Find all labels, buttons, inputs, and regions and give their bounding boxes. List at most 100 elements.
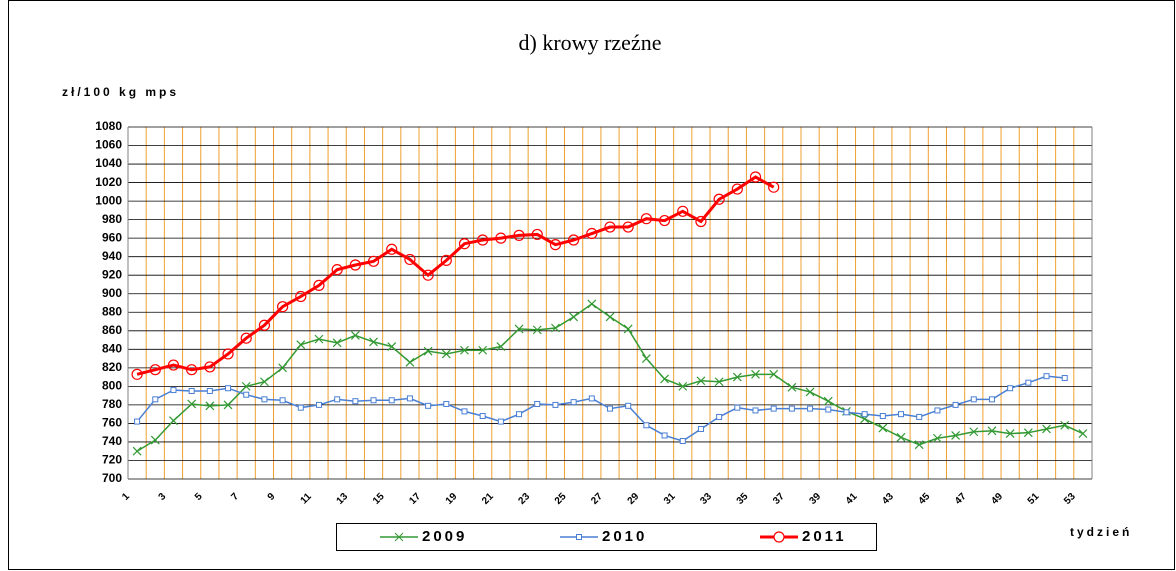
point	[295, 290, 307, 303]
point	[588, 395, 595, 402]
point	[313, 279, 325, 291]
point	[531, 228, 543, 241]
y-tick-label: 800	[102, 379, 122, 393]
y-tick-label: 720	[102, 453, 122, 467]
point	[731, 183, 743, 195]
point	[497, 418, 504, 425]
point	[952, 401, 959, 408]
chart-title: d) krowy rzeźne	[519, 30, 662, 55]
point	[477, 234, 489, 246]
legend-marker	[576, 534, 582, 540]
point	[495, 232, 507, 244]
point	[622, 221, 634, 233]
y-tick-label: 920	[102, 267, 122, 281]
y-tick-label: 820	[102, 360, 122, 374]
point	[749, 171, 762, 183]
point	[1060, 420, 1070, 430]
point	[552, 401, 559, 408]
point	[350, 330, 360, 340]
legend-label: 2010	[602, 528, 647, 545]
legend-marker	[773, 531, 785, 543]
point	[132, 446, 142, 456]
frame	[8, 0, 1175, 570]
point	[423, 346, 433, 356]
y-tick-label: 940	[102, 249, 122, 263]
point	[658, 214, 671, 227]
point	[570, 399, 577, 406]
point	[516, 411, 523, 418]
point	[697, 425, 704, 432]
point	[1023, 428, 1033, 438]
point	[240, 332, 252, 344]
point	[406, 395, 413, 402]
x-axis-label: tydzień	[1070, 525, 1132, 539]
y-tick-label: 700	[102, 471, 122, 485]
point	[752, 407, 759, 414]
point	[969, 427, 979, 437]
point	[861, 411, 868, 418]
point	[587, 299, 597, 309]
point	[206, 388, 213, 394]
point	[443, 400, 450, 407]
point	[987, 426, 997, 436]
point	[386, 243, 398, 255]
point	[605, 312, 615, 322]
point	[152, 396, 159, 403]
point	[640, 213, 652, 225]
point	[988, 396, 995, 403]
point	[532, 325, 542, 335]
legend-marker	[394, 532, 404, 542]
point	[807, 405, 814, 412]
point	[369, 337, 378, 347]
point	[770, 405, 777, 412]
point	[405, 357, 415, 367]
point	[150, 435, 160, 445]
point	[914, 440, 924, 450]
point	[898, 411, 905, 418]
point	[1078, 429, 1088, 439]
point	[241, 381, 251, 391]
y-tick-label: 1040	[95, 156, 122, 170]
point	[277, 301, 289, 313]
point	[643, 422, 650, 429]
point	[297, 404, 304, 411]
point	[279, 397, 286, 404]
point	[1043, 373, 1050, 380]
point	[186, 364, 198, 376]
point	[825, 406, 832, 413]
point	[332, 338, 342, 348]
point	[425, 402, 432, 409]
y-tick-label: 740	[102, 434, 122, 448]
point	[751, 369, 760, 379]
y-tick-label: 1000	[95, 193, 122, 207]
point	[205, 401, 215, 411]
y-tick-label: 1020	[95, 175, 122, 189]
point	[496, 342, 506, 351]
point	[223, 400, 233, 410]
point	[1061, 375, 1068, 382]
point	[604, 221, 616, 233]
y-tick-label: 860	[102, 323, 122, 337]
point	[1005, 429, 1015, 439]
y-tick-label: 900	[102, 286, 122, 300]
point	[315, 401, 322, 408]
point	[167, 359, 180, 371]
series-line	[136, 375, 1065, 442]
point	[843, 409, 850, 416]
point	[261, 396, 268, 403]
point	[916, 413, 923, 420]
point	[404, 253, 416, 266]
point	[134, 418, 141, 425]
point	[679, 438, 686, 445]
point	[788, 405, 795, 412]
point	[732, 372, 742, 382]
point	[970, 396, 977, 403]
point	[460, 345, 469, 355]
point	[607, 405, 613, 412]
point	[478, 345, 488, 355]
point	[641, 354, 651, 364]
point	[441, 349, 451, 359]
point	[479, 413, 486, 420]
point	[713, 193, 725, 205]
point	[879, 413, 886, 420]
